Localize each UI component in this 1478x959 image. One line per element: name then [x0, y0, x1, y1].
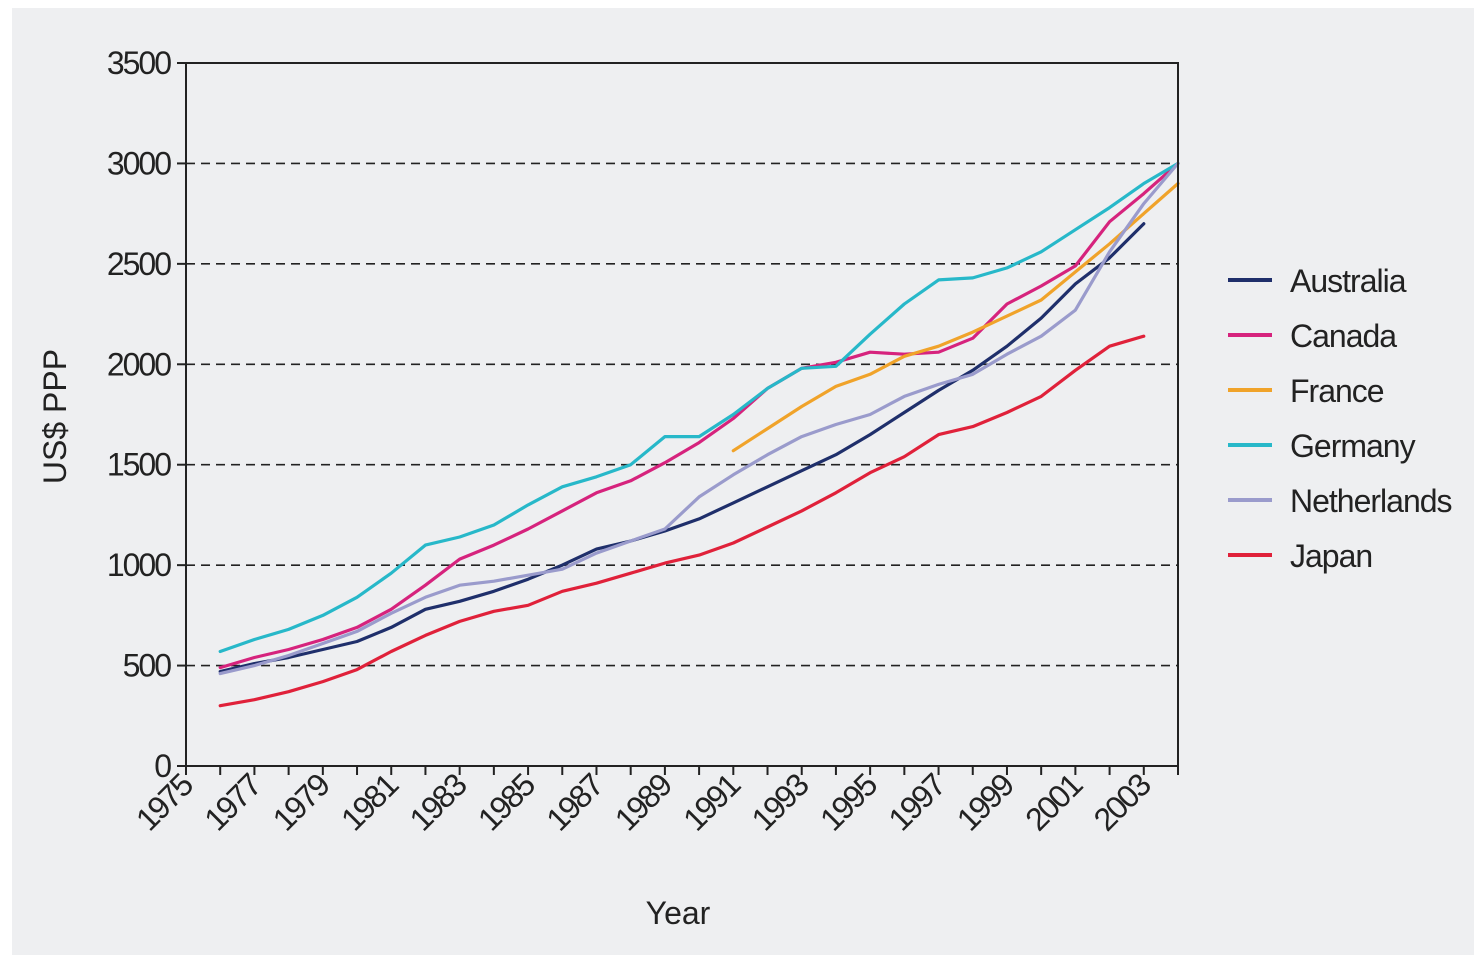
- x-tick-label: 1987: [539, 767, 610, 838]
- y-tick-label: 2500: [107, 246, 171, 282]
- legend: Australia Canada France Germany Netherlands J…: [1228, 263, 1453, 574]
- y-tick-label: 500: [123, 648, 172, 684]
- legend-label-france: France: [1290, 373, 1384, 409]
- x-tick-label: 1981: [334, 767, 405, 838]
- legend-label-germany: Germany: [1290, 428, 1416, 464]
- y-tick-label: 1000: [107, 547, 171, 583]
- legend-label-netherlands: Netherlands: [1290, 483, 1452, 519]
- x-axis-title: Year: [646, 895, 711, 931]
- x-tick-label: 1993: [745, 767, 816, 838]
- series-line-germany: [218, 161, 1180, 654]
- series-line-netherlands: [218, 161, 1180, 676]
- x-tick-label: 1985: [471, 767, 542, 838]
- x-tick-label: 1989: [608, 767, 679, 838]
- x-tick-label: 1999: [950, 767, 1021, 838]
- y-tick-label: 3000: [107, 145, 171, 181]
- y-tick-label: 2000: [107, 346, 171, 382]
- grid-lines: [186, 162, 1178, 667]
- plot-frame: [185, 62, 1179, 767]
- y-tick-label: 0: [154, 748, 171, 784]
- x-tick-label: 1995: [813, 767, 884, 838]
- series-line-canada: [218, 161, 1180, 670]
- y-tick-label: 1500: [107, 447, 171, 483]
- series-lines: [218, 161, 1180, 708]
- x-tick-label: 1975: [129, 767, 200, 838]
- x-tick-label: 1997: [881, 767, 952, 838]
- series-line-australia: [218, 222, 1146, 674]
- y-axis-title: US$ PPP: [37, 349, 73, 484]
- series-line-france: [731, 181, 1180, 453]
- x-tick-label: 1991: [676, 767, 747, 838]
- chart-panel: [12, 8, 1474, 955]
- x-tick-label: 1979: [266, 767, 337, 838]
- x-tick-label: 1977: [197, 767, 268, 838]
- series-line-japan: [218, 334, 1146, 708]
- y-tick-label: 3500: [107, 45, 171, 81]
- legend-label-japan: Japan: [1290, 538, 1372, 574]
- x-tick-label: 2001: [1018, 767, 1089, 838]
- x-tick-label: 1983: [402, 767, 473, 838]
- x-tick-label: 2003: [1087, 767, 1158, 838]
- legend-label-australia: Australia: [1290, 263, 1407, 299]
- legend-label-canada: Canada: [1290, 318, 1397, 354]
